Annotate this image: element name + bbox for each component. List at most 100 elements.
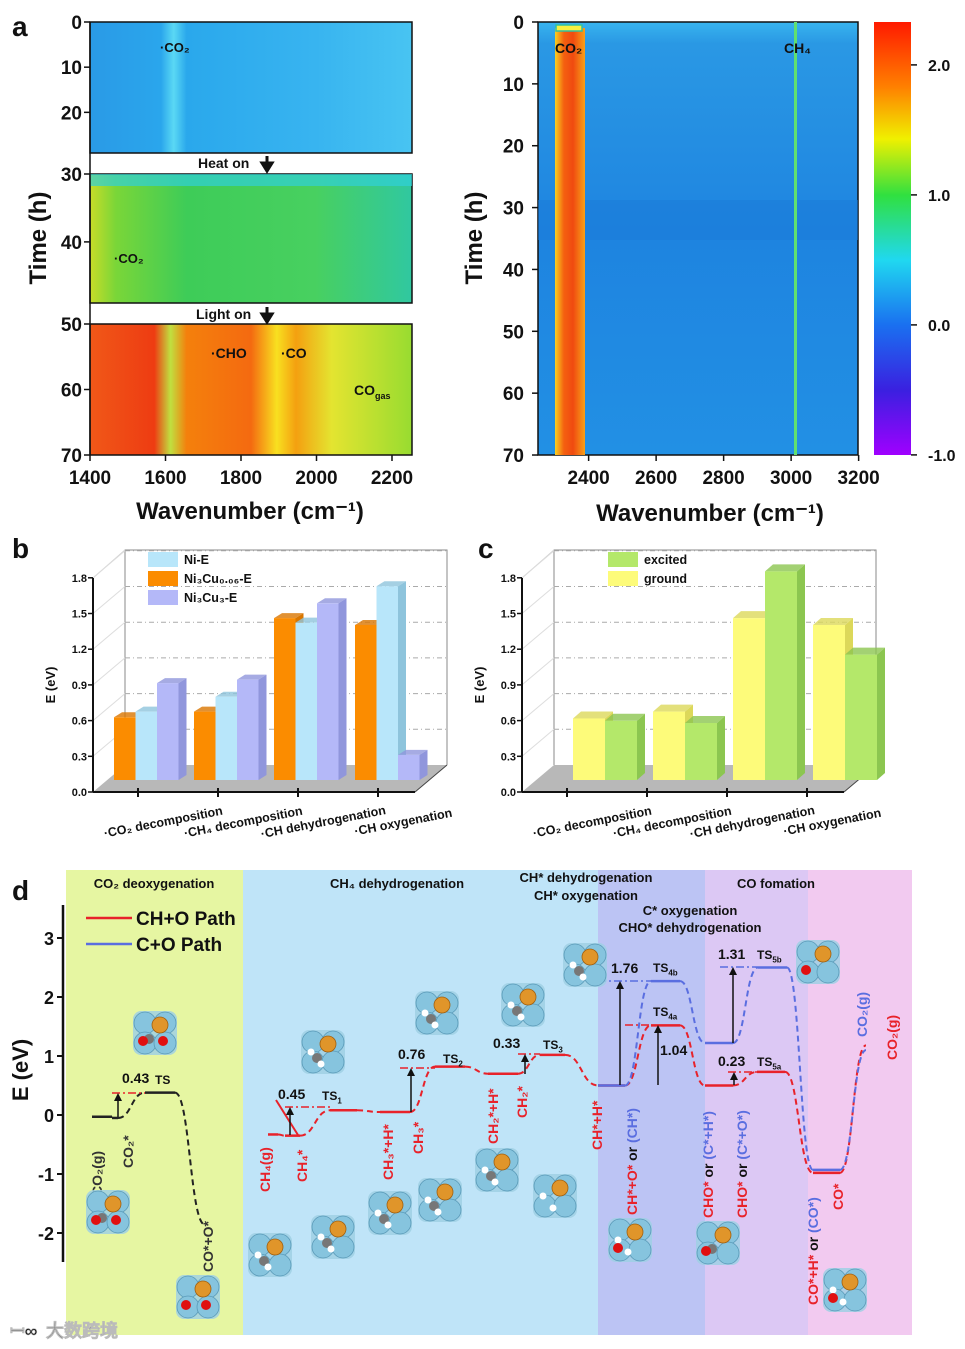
cu-atom (386, 1196, 404, 1214)
y-tick-label: 0.6 (72, 716, 87, 728)
gridline-diagonal (521, 621, 555, 650)
heatmap-a-right: 2400 2600 2800 3000 3200 0 10 20 30 40 50 60 70 Waven… (461, 13, 880, 527)
ts-label: TS (155, 1073, 170, 1087)
bar-top (765, 564, 805, 572)
legend-swatch (608, 552, 638, 567)
bar-Ni₃Cu₃-E (157, 683, 179, 780)
adsorption-structure-image (133, 1011, 177, 1055)
bar-side (258, 674, 267, 780)
bar-top (813, 617, 853, 625)
ch-o-path-connector (784, 1070, 814, 1174)
bar-side (797, 564, 805, 780)
y-tick-label: 2 (44, 988, 54, 1008)
ts-label: TS2 (443, 1052, 463, 1068)
species-label: CH*+H* (589, 1100, 605, 1150)
x-tick-label: 2600 (635, 468, 677, 489)
x-axis-label: Wavenumber (cm⁻¹) (136, 498, 364, 525)
species-label-part: CO* (830, 1183, 846, 1210)
c-o-path-connector (679, 980, 706, 1045)
region-background (808, 870, 912, 1335)
y-axis-label: Time (h) (25, 192, 52, 285)
y-tick-label: 1.2 (72, 644, 87, 656)
species-label-part: CO₂(g) (89, 1151, 105, 1196)
y-tick-label: -2 (38, 1224, 54, 1244)
co2-path-connector (117, 1091, 146, 1119)
watermark-logo-icon: ꟷ∞ (10, 1321, 38, 1341)
y-tick-label: 1.8 (72, 573, 87, 585)
ts-label-sub: 1 (337, 1096, 342, 1105)
annotation-co2: ·CO₂ (114, 251, 144, 266)
bar-ground (573, 718, 605, 780)
ni-atom (388, 1211, 412, 1235)
adsorption-structure-image (501, 983, 545, 1027)
hydrogen-atom (517, 1013, 525, 1021)
bar-side (717, 716, 725, 780)
adsorption-structure-image (418, 1178, 462, 1222)
species-label: CO₂* (120, 1135, 136, 1168)
cu-atom (551, 1179, 569, 1197)
y-tick-label: 1.8 (501, 573, 516, 585)
bar-excited (685, 723, 717, 780)
barrier-value: 1.04 (660, 1042, 687, 1058)
hydrogen-atom (549, 1204, 557, 1212)
region-background (705, 870, 808, 1335)
barrier-value: 0.23 (718, 1053, 745, 1069)
species-label: CH₂*+H* (485, 1088, 501, 1144)
y-tick-label: 20 (503, 137, 524, 158)
y-axis-label: Time (h) (461, 192, 488, 285)
ts-label-main: TS (757, 1055, 772, 1069)
c-o-path-connector (624, 980, 652, 1087)
ch-o-path-connector (277, 1133, 286, 1137)
down-arrow-icon (259, 307, 275, 325)
y-tick-label: 0.3 (501, 751, 516, 763)
y-tick-label: 0 (44, 1106, 54, 1126)
bar-excited (845, 654, 877, 780)
carbon-atom (322, 1238, 332, 1248)
cu-atom (266, 1238, 284, 1256)
bar-side (178, 678, 187, 780)
oxygen-atom (801, 965, 811, 975)
y-tick-label: 1.2 (501, 644, 516, 656)
c-o-path-connector (732, 966, 759, 1045)
species-label-part: CHO* (734, 1181, 750, 1218)
region-title: CH₄ dehydrogenation (330, 876, 464, 891)
y-axis-label: E (eV) (8, 1039, 33, 1101)
bar-side (419, 749, 428, 780)
y-axis-label: E (eV) (472, 667, 487, 704)
species-label-part: (CH*) (624, 1108, 640, 1143)
bar-excited (605, 720, 637, 780)
barrier-value: 0.45 (278, 1086, 305, 1102)
ts-label: TS5b (757, 948, 782, 964)
barrier-value: 0.43 (122, 1070, 149, 1086)
carbon-atom (574, 966, 584, 976)
arrow-head-icon (729, 967, 737, 975)
species-label-part: CO₂(g) (854, 992, 870, 1037)
bar-Ni-E (376, 586, 398, 780)
adsorption-structure-image (823, 1268, 867, 1312)
bar-side (338, 598, 347, 780)
energy-diagram: CO₂ deoxygenation CH₄ dehydrogenation CO f… (8, 870, 912, 1335)
bar-Ni₃Cu₀.₀₆-E (355, 624, 377, 780)
hydrogen-atom (539, 1192, 547, 1200)
species-label: CH₃*+H* (380, 1124, 396, 1180)
down-arrow-icon (259, 156, 275, 174)
adsorption-structure-image (796, 940, 840, 984)
x-tick-label: 2000 (295, 468, 337, 489)
cu-atom (714, 1226, 732, 1244)
species-label-part: CH₄* (294, 1149, 310, 1182)
bar-side (398, 581, 406, 780)
bar-side (877, 647, 885, 780)
hydrogen-atom (431, 1021, 439, 1029)
arrow-head-icon (521, 1054, 529, 1062)
bar-top (237, 674, 267, 680)
species-label: CO₂(g) (854, 992, 870, 1037)
bar-top (274, 613, 304, 619)
ch-o-path-connector (517, 1053, 541, 1075)
hydrogen-atom (481, 1166, 489, 1174)
colorbar-gradient (874, 22, 911, 455)
bar-top (376, 581, 406, 587)
panel-label-c: c (478, 533, 494, 564)
gridline-diagonal (92, 550, 126, 579)
co2-band (555, 28, 585, 455)
arrow-head-icon (654, 1025, 662, 1033)
